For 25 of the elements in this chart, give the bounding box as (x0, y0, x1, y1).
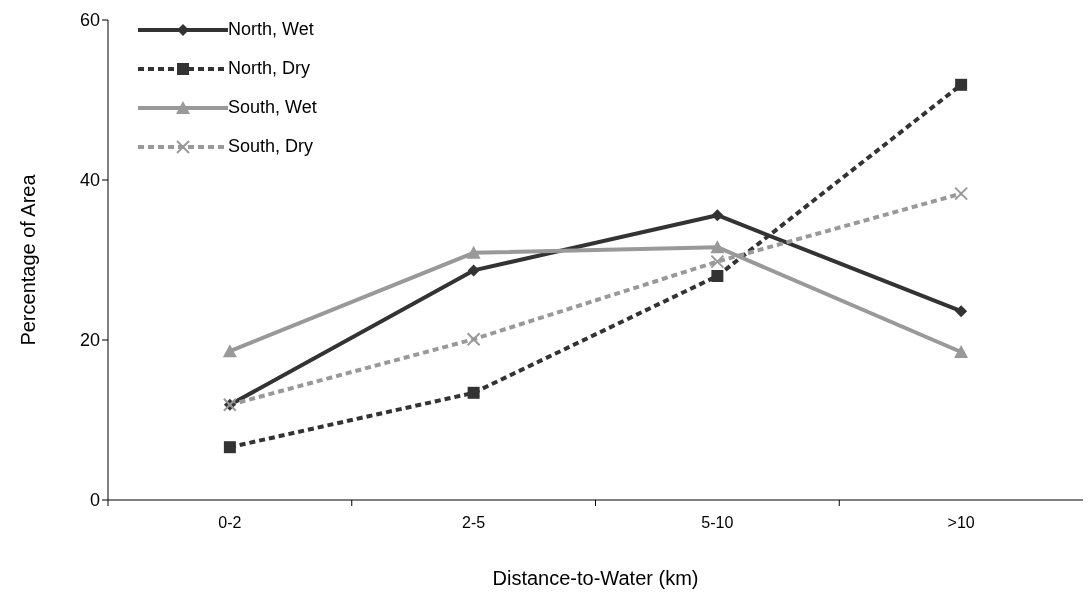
point (222, 344, 237, 358)
y-axis-title: Percentage of Area (17, 173, 40, 346)
legend-label: South, Wet (228, 97, 317, 118)
point (467, 386, 480, 399)
point (467, 264, 480, 277)
y-tick-label: 60 (79, 10, 100, 31)
point (223, 441, 236, 454)
point (711, 209, 724, 222)
point (466, 245, 481, 259)
x-axis-title: Distance-to-Water (km) (492, 567, 699, 589)
x-tick-label: 2-5 (462, 514, 486, 531)
legend-label: South, Dry (228, 136, 314, 157)
y-tick-label: 20 (79, 330, 100, 351)
point (955, 305, 968, 318)
x-tick-label: 0-2 (218, 514, 242, 531)
legend-label: North, Wet (228, 19, 314, 40)
y-tick-label: 0 (89, 490, 100, 511)
point (710, 240, 725, 254)
point (711, 270, 724, 282)
point (954, 345, 969, 358)
point (955, 78, 968, 91)
legend-label: North, Dry (228, 58, 311, 79)
x-tick-label: 5-10 (701, 514, 734, 531)
x-tick-label: >10 (947, 514, 975, 531)
y-tick-label: 40 (79, 170, 100, 191)
